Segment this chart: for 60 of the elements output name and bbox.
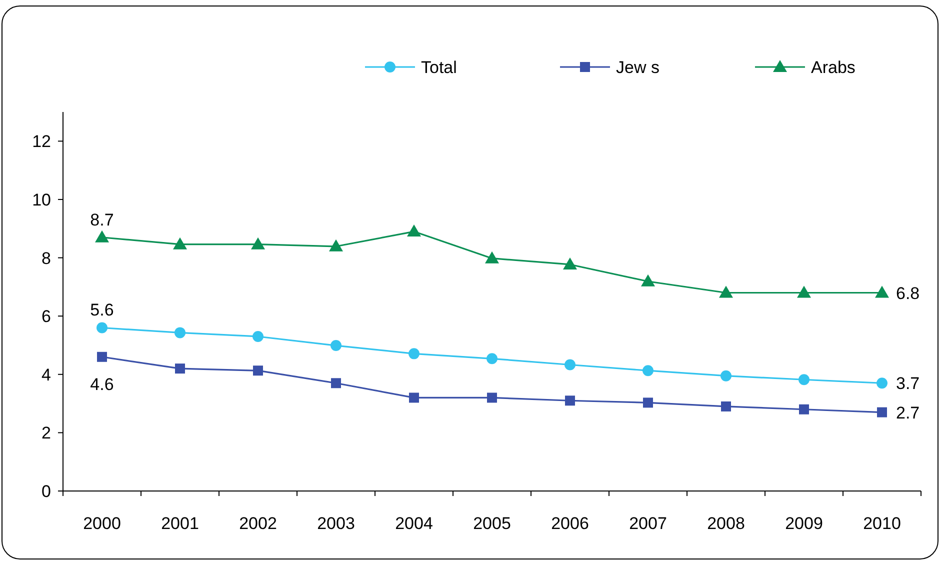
point xyxy=(643,398,653,408)
x-tick-label: 2008 xyxy=(707,514,745,533)
x-tick-label: 2000 xyxy=(83,514,121,533)
point xyxy=(798,374,810,386)
point xyxy=(96,322,108,334)
point xyxy=(330,340,342,352)
point xyxy=(485,251,499,264)
x-tick-label: 2003 xyxy=(317,514,355,533)
point xyxy=(721,401,731,412)
point xyxy=(331,378,341,388)
data-label: 3.7 xyxy=(896,374,920,394)
point xyxy=(409,392,419,403)
data-label: 5.6 xyxy=(90,300,114,320)
x-tick-label: 2001 xyxy=(161,514,199,533)
x-tick-label: 2010 xyxy=(863,514,901,533)
y-tick-label: 6 xyxy=(42,307,51,326)
point xyxy=(563,257,577,270)
data-label: 6.8 xyxy=(896,284,920,303)
point xyxy=(407,224,421,237)
point xyxy=(95,230,109,242)
x-tick-label: 2007 xyxy=(629,514,667,533)
point xyxy=(251,237,265,250)
x-tick-label: 2004 xyxy=(395,514,433,533)
data-label: 8.7 xyxy=(90,210,114,230)
point xyxy=(877,407,887,418)
x-tick-label: 2009 xyxy=(785,514,823,533)
point xyxy=(174,327,186,338)
point xyxy=(329,239,343,252)
legend-label: Total xyxy=(421,58,457,77)
x-tick-label: 2002 xyxy=(239,514,277,533)
point xyxy=(173,237,187,250)
point xyxy=(565,396,575,406)
data-label: 2.7 xyxy=(896,403,920,422)
point xyxy=(408,348,420,360)
y-tick-label: 8 xyxy=(42,248,51,268)
x-tick-label: 2005 xyxy=(473,514,511,533)
point xyxy=(642,365,654,376)
point xyxy=(797,286,811,298)
point xyxy=(875,286,889,298)
point xyxy=(486,353,498,364)
y-tick-label: 0 xyxy=(42,482,51,501)
data-label: 4.6 xyxy=(90,374,114,394)
point xyxy=(253,366,263,376)
point xyxy=(97,352,107,362)
point xyxy=(487,392,497,403)
point xyxy=(641,274,655,286)
point xyxy=(564,359,576,370)
y-tick-label: 2 xyxy=(42,424,51,443)
point xyxy=(720,370,732,382)
point xyxy=(252,330,264,342)
point xyxy=(175,364,185,374)
y-tick-label: 12 xyxy=(32,132,51,152)
x-tick-label: 2006 xyxy=(551,514,589,533)
point xyxy=(876,378,888,389)
point xyxy=(719,286,733,298)
y-tick-label: 4 xyxy=(42,365,51,384)
legend-label: Arabs xyxy=(811,58,856,77)
legend-label: Jew s xyxy=(616,58,660,77)
y-tick-label: 10 xyxy=(32,190,51,210)
point xyxy=(799,404,809,414)
